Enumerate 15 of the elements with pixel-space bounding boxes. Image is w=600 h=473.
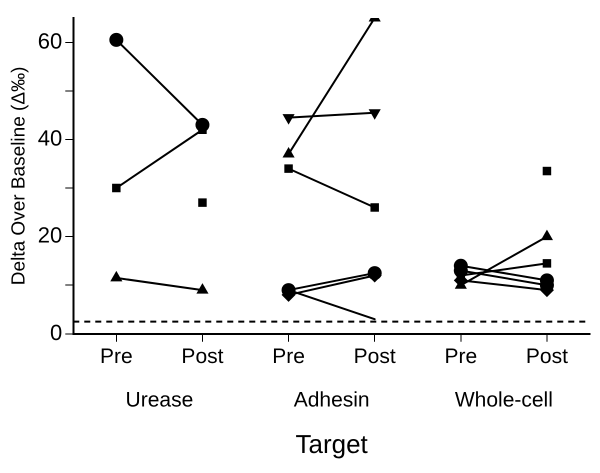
y-tick-label: 0 [50,320,62,345]
y-tick-label: 20 [38,222,62,248]
y-tick-label: 40 [38,126,62,151]
text: Adhesin [294,388,370,412]
x-tick-label: Post [181,345,224,368]
text: Urease [126,388,194,412]
x-axis-title: Target [296,428,369,459]
x-tick-label: Pre [272,345,305,368]
x-tick-label: Pre [100,345,133,368]
x-tick-label: Post [354,345,396,368]
text: Whole-cell [454,388,553,412]
x-tick-label: Pre [444,345,478,368]
x-tick-label: Post [526,345,568,368]
y-tick-label: 60 [38,28,62,54]
y-axis-title: Delta Over Baseline (Δ‰) [8,66,30,286]
